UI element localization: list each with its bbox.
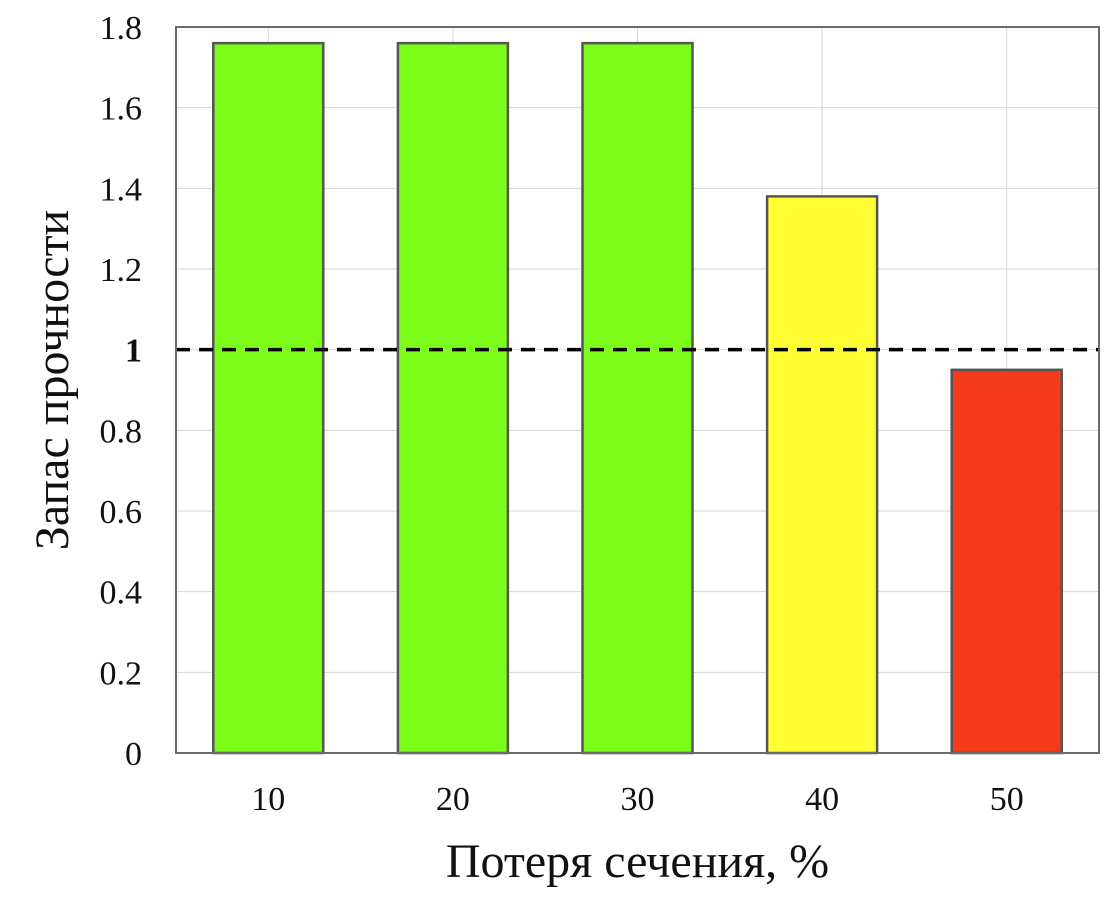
bars bbox=[212, 41, 1063, 755]
bar-20 bbox=[396, 41, 510, 755]
y-tick-label: 0.6 bbox=[100, 494, 143, 531]
bar-40 bbox=[765, 195, 879, 755]
y-tick-labels: 0 0.2 0.4 0.6 0.8 1 1.2 1.4 1.6 1.8 bbox=[100, 10, 143, 773]
y-tick-label: 1.8 bbox=[100, 10, 143, 47]
y-tick-label: 1 bbox=[125, 333, 142, 370]
y-tick-label: 1.2 bbox=[100, 252, 143, 289]
x-axis-title: Потеря сечения, % bbox=[446, 835, 829, 888]
bar-50 bbox=[950, 368, 1063, 755]
x-tick-label: 30 bbox=[621, 781, 655, 818]
bar-10 bbox=[212, 41, 325, 755]
y-axis-title: Запас прочности bbox=[26, 210, 79, 550]
y-tick-label: 0.8 bbox=[100, 413, 143, 450]
y-tick-label: 0.4 bbox=[100, 575, 143, 612]
y-tick-label: 1.6 bbox=[100, 91, 143, 128]
x-tick-label: 50 bbox=[990, 781, 1024, 818]
y-tick-label: 0.2 bbox=[100, 655, 143, 692]
x-tick-label: 10 bbox=[251, 781, 285, 818]
x-tick-label: 20 bbox=[436, 781, 470, 818]
y-tick-label: 1.4 bbox=[100, 171, 143, 208]
bar-30 bbox=[581, 41, 694, 755]
x-tick-labels: 10 20 30 40 50 bbox=[251, 781, 1023, 818]
y-tick-label: 0 bbox=[125, 736, 142, 773]
plot-frame bbox=[175, 26, 1100, 754]
x-tick-label: 40 bbox=[805, 781, 839, 818]
